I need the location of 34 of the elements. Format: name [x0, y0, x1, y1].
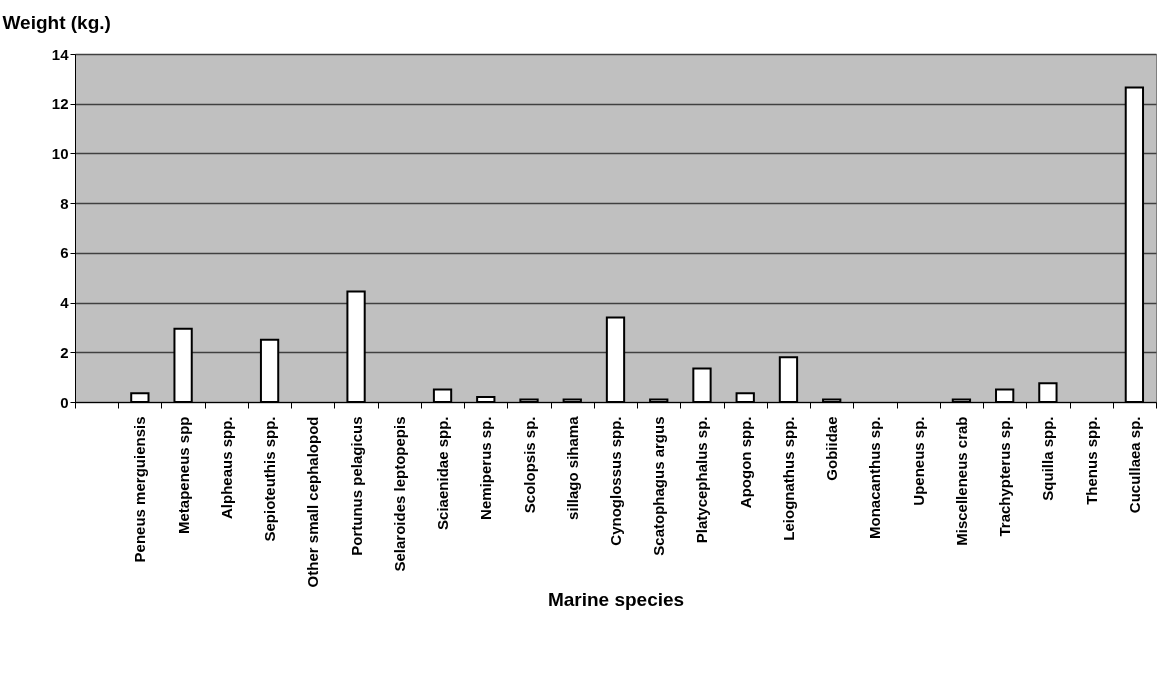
x-tick-label: Selaroides leptopepis — [390, 416, 408, 572]
x-tick-label: Upeneus sp. — [909, 416, 927, 506]
x-tick-label: Peneus merguiensis — [131, 416, 149, 563]
x-tick-label: Gobiidae — [823, 416, 841, 481]
y-tick-label: 8 — [60, 194, 69, 212]
x-tick-label: Sciaenidae spp. — [434, 416, 452, 530]
y-tick-label: 0 — [60, 393, 69, 411]
x-tick-label: Apogon spp. — [736, 416, 754, 509]
x-tick-label: Portunus pelagicus — [347, 416, 365, 556]
x-tick-label: Sepioteuthis spp. — [261, 416, 279, 542]
x-tick-label: Cucullaea sp. — [1125, 416, 1143, 514]
y-tick-label: 6 — [60, 244, 69, 262]
x-tick-label: Cynoglossus spp. — [607, 416, 624, 546]
y-axis-title: Weight (kg.) — [2, 11, 111, 33]
x-axis-title: Marine species — [547, 589, 685, 611]
x-tick-label: Alpheaus spp. — [217, 416, 235, 520]
y-tick-label: 2 — [60, 343, 69, 361]
x-tick-label: Trachypterus sp. — [996, 416, 1014, 537]
y-tick-label: 10 — [51, 144, 69, 162]
x-tick-label: Monacanthus sp. — [866, 416, 884, 540]
x-tick-label: Nemiperus sp. — [477, 416, 495, 520]
x-tick-label: Scatophagus argus — [650, 416, 668, 556]
x-tick-label: Platycephalus sp. — [693, 416, 711, 544]
y-tick-label: 12 — [51, 95, 69, 113]
y-tick-label: 4 — [60, 294, 70, 312]
y-tick-label: 14 — [51, 45, 70, 63]
x-tick-label: sillago sihama — [563, 415, 581, 520]
x-tick-label: Leiognathus spp. — [779, 416, 797, 541]
x-tick-label: Squilla spp. — [1039, 416, 1057, 501]
x-tick-label: Miscelleneus crab — [952, 416, 970, 546]
x-tick-label: Scolopsis sp. — [520, 416, 538, 514]
x-tick-label: Thenus spp. — [1082, 416, 1100, 505]
x-tick-label: Metapeneus spp — [174, 416, 192, 535]
x-tick-label: Other small cephalopod — [304, 416, 322, 588]
